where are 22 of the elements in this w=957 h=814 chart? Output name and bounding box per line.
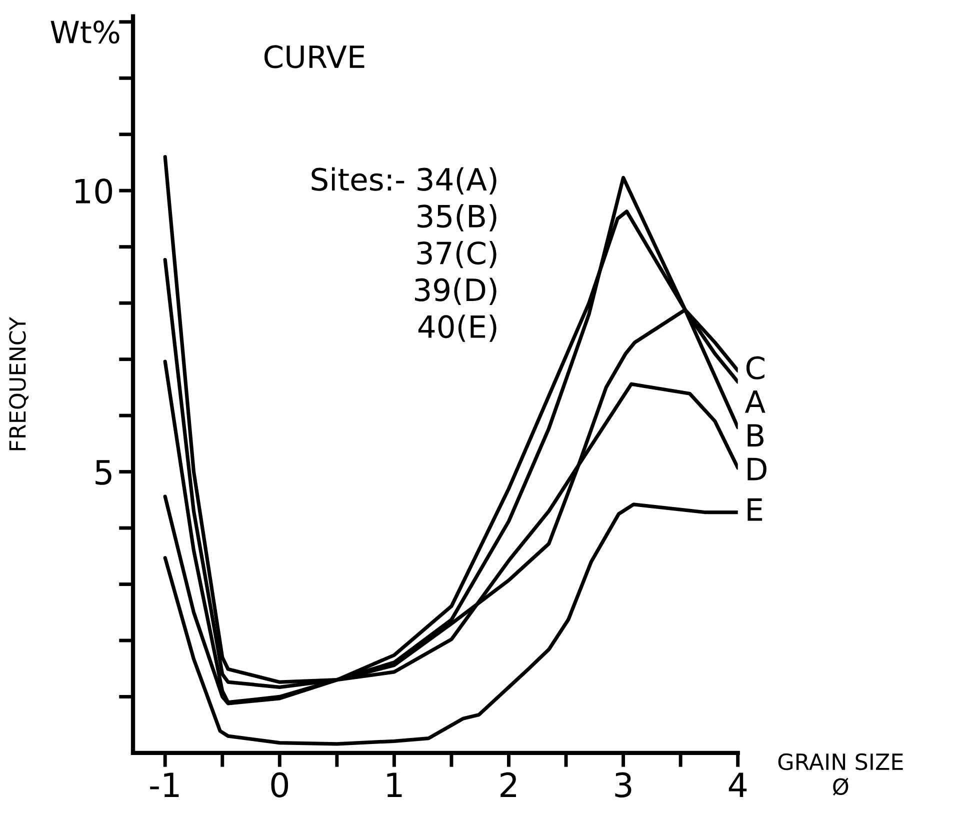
x-tick-label: 3: [615, 772, 632, 798]
x-tick-label: 4: [728, 772, 747, 798]
series-label: D: [748, 458, 766, 480]
x-tick-label: 1: [387, 772, 402, 798]
y-tick-label: 10: [76, 178, 112, 204]
y-tick-label: 5: [96, 460, 112, 485]
series-label: B: [748, 424, 764, 446]
annotation: Sites:- 34(A): [312, 167, 496, 194]
annotation: 39(D): [415, 278, 496, 305]
series-label: E: [748, 498, 762, 521]
x-tick-label: 2: [500, 772, 516, 798]
annotation: 37(C): [417, 240, 496, 268]
x-tick-label: 0: [271, 772, 288, 798]
x-axis-title: GRAIN SIZE Ø: [778, 753, 903, 796]
y-axis-title: FREQUENCY: [9, 316, 28, 450]
x-tick-label: -1: [150, 772, 179, 798]
annotation: 35(B): [418, 204, 496, 232]
text: CURVE: [264, 45, 364, 68]
text: Wt%: [50, 20, 120, 44]
series-label: A: [744, 390, 766, 413]
annotation: 40(E): [418, 314, 496, 342]
series-label: C: [746, 356, 764, 380]
